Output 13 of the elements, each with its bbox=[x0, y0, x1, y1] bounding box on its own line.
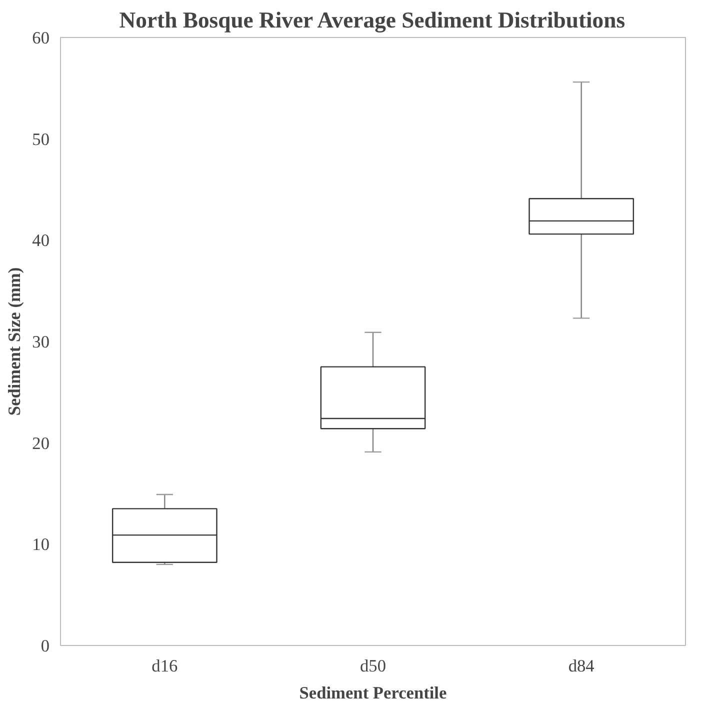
y-tick-label: 20 bbox=[32, 434, 50, 453]
y-tick-label: 40 bbox=[32, 231, 50, 250]
y-tick-label: 30 bbox=[32, 332, 50, 352]
y-tick-label: 0 bbox=[40, 636, 50, 656]
x-tick-label: d84 bbox=[568, 656, 595, 676]
chart-title: North Bosque River Average Sediment Distributions bbox=[119, 8, 626, 32]
x-axis-title: Sediment Percentile bbox=[299, 684, 448, 702]
x-tick-label: d50 bbox=[360, 656, 386, 676]
y-axis-title: Sediment Size (mm) bbox=[5, 267, 24, 416]
y-tick-label: 10 bbox=[32, 535, 50, 554]
x-tick-label: d16 bbox=[152, 656, 178, 676]
y-tick-label: 50 bbox=[32, 130, 50, 149]
y-tick-label: 60 bbox=[32, 28, 50, 48]
